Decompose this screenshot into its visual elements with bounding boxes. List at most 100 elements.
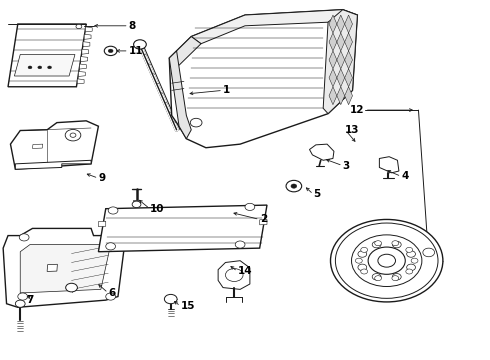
Polygon shape [344,15,352,33]
Text: 6: 6 [108,288,116,298]
Polygon shape [337,15,344,33]
Circle shape [372,241,381,248]
Text: 4: 4 [401,171,409,181]
Polygon shape [379,157,399,173]
Polygon shape [81,57,88,62]
Polygon shape [32,144,43,148]
Circle shape [407,264,416,271]
Polygon shape [83,42,90,47]
Polygon shape [329,15,337,33]
Circle shape [375,241,382,246]
Circle shape [423,248,435,257]
Circle shape [225,269,243,282]
Polygon shape [310,144,334,160]
Text: 12: 12 [350,105,365,115]
Circle shape [368,247,405,274]
Circle shape [335,223,438,298]
Circle shape [104,46,117,55]
Circle shape [361,269,368,274]
Polygon shape [344,69,352,87]
Circle shape [392,241,401,248]
Circle shape [108,49,113,53]
Text: 10: 10 [150,204,164,214]
Circle shape [134,40,147,49]
Polygon shape [98,205,267,252]
Polygon shape [337,33,344,51]
Circle shape [392,276,399,281]
Text: 11: 11 [129,46,143,56]
Polygon shape [47,264,57,271]
Polygon shape [77,79,84,84]
Circle shape [235,241,245,248]
Circle shape [245,203,255,211]
Circle shape [406,269,413,274]
Polygon shape [260,220,267,225]
Polygon shape [323,10,357,114]
Polygon shape [344,33,352,51]
Text: 3: 3 [343,161,350,171]
Circle shape [291,184,297,188]
Polygon shape [15,160,91,169]
Circle shape [70,133,76,137]
Polygon shape [14,54,75,76]
Text: 15: 15 [180,301,195,311]
Circle shape [38,66,42,69]
Text: 7: 7 [26,295,33,305]
Circle shape [286,180,302,192]
Circle shape [108,207,118,214]
Circle shape [372,274,381,280]
Polygon shape [417,241,441,262]
Circle shape [392,241,399,246]
Circle shape [190,118,202,127]
Polygon shape [169,10,357,148]
Circle shape [66,283,77,292]
Polygon shape [337,69,344,87]
Circle shape [19,234,29,241]
Circle shape [106,243,116,250]
Circle shape [132,201,141,208]
Circle shape [18,293,27,300]
Circle shape [392,274,401,280]
Polygon shape [133,200,140,202]
Text: 5: 5 [314,189,320,199]
Circle shape [48,66,51,69]
Circle shape [411,258,418,263]
Polygon shape [337,51,344,69]
Polygon shape [10,121,98,169]
Polygon shape [78,71,85,76]
Polygon shape [3,228,125,307]
Circle shape [28,66,32,69]
Polygon shape [85,27,92,32]
Polygon shape [329,69,337,87]
Polygon shape [82,49,89,54]
Circle shape [406,247,413,252]
Polygon shape [344,87,352,105]
Text: 2: 2 [260,215,267,224]
Circle shape [407,251,416,257]
Polygon shape [191,10,357,44]
Polygon shape [218,261,250,289]
Polygon shape [98,221,106,226]
Polygon shape [169,37,201,65]
Text: 13: 13 [345,125,360,135]
Circle shape [164,294,177,304]
Circle shape [331,220,443,302]
Circle shape [358,264,367,271]
Polygon shape [329,51,337,69]
Circle shape [358,251,367,257]
Circle shape [361,247,368,252]
Polygon shape [20,244,111,293]
Circle shape [15,300,25,307]
Polygon shape [8,24,86,87]
Text: 9: 9 [98,173,105,183]
Polygon shape [329,87,337,105]
Circle shape [76,24,82,29]
Polygon shape [169,51,191,139]
Circle shape [355,258,362,263]
Polygon shape [329,33,337,51]
Circle shape [351,235,422,287]
Text: 1: 1 [223,85,230,95]
Polygon shape [337,87,344,105]
Circle shape [378,254,395,267]
Polygon shape [344,51,352,69]
